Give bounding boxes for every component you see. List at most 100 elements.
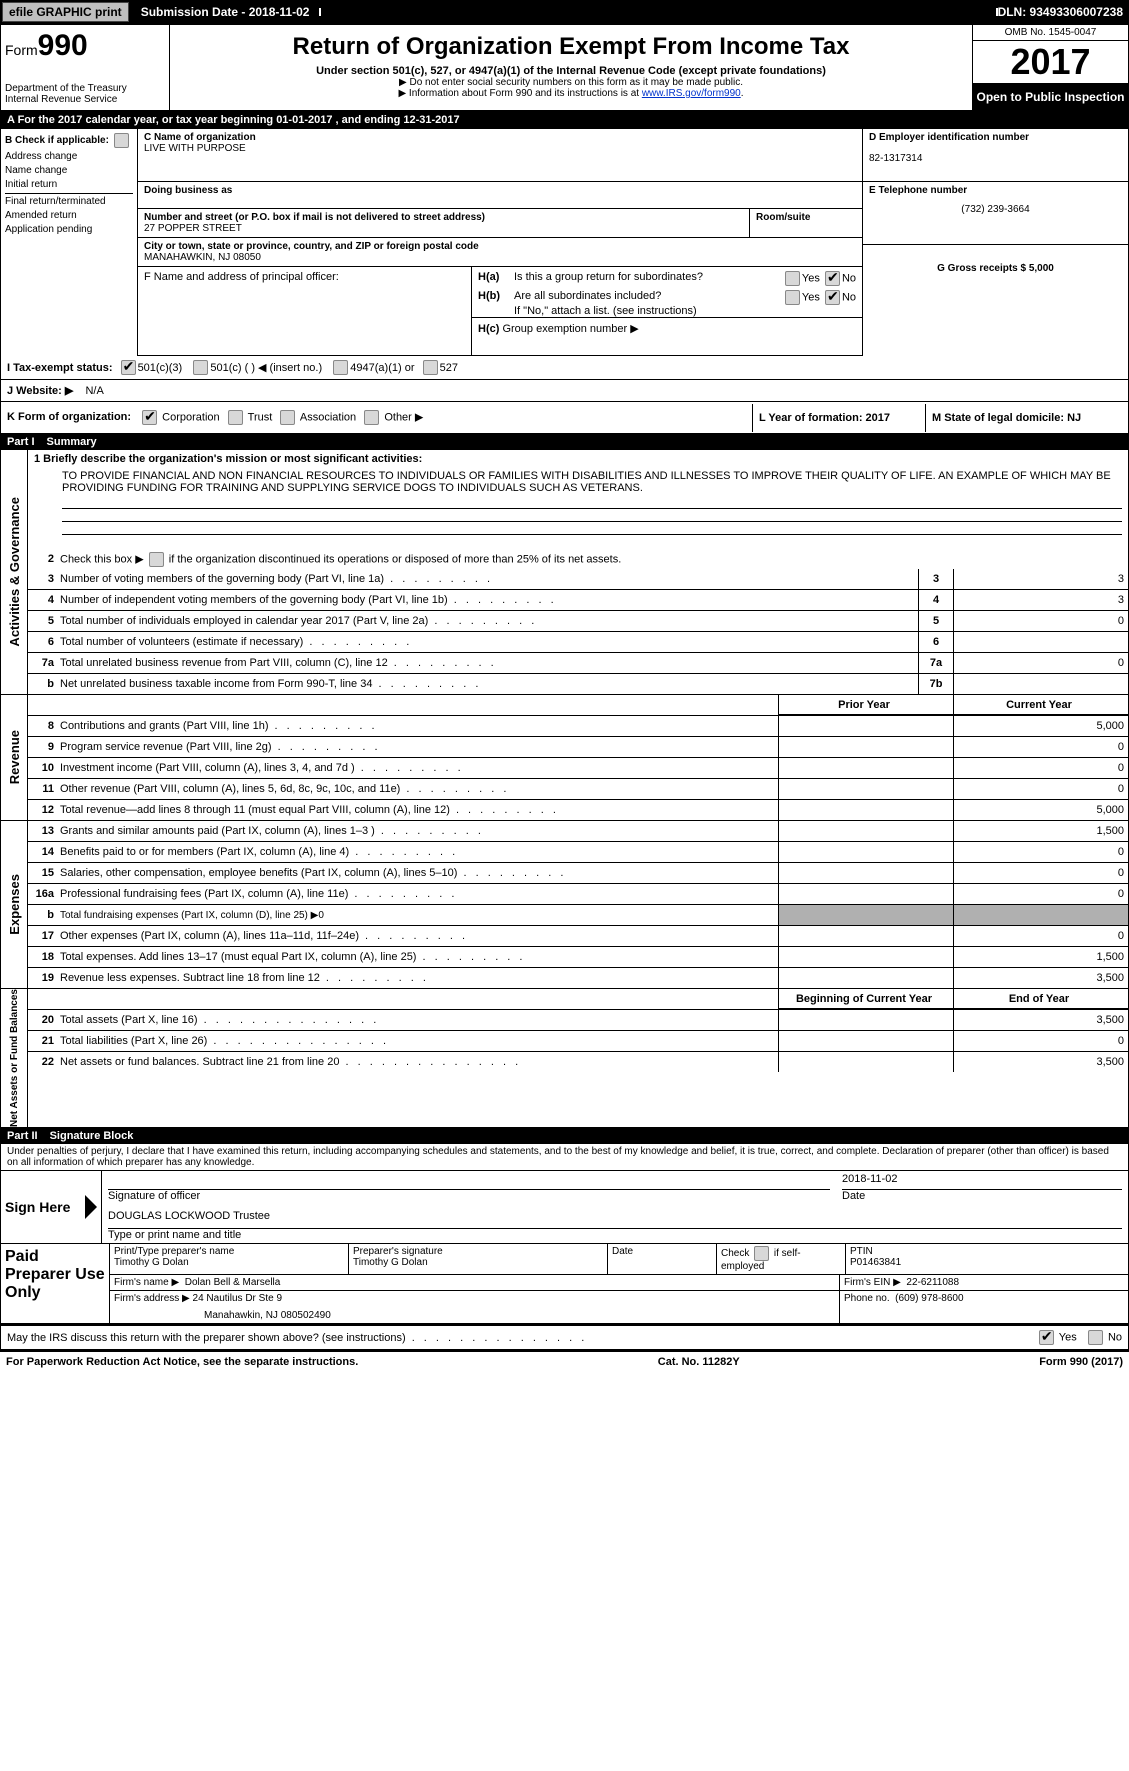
firm-ein-value: 22-6211088 [906,1277,959,1288]
prior-value [778,842,953,862]
line-value: 3 [953,569,1128,589]
firm-name-label: Firm's name ▶ [114,1277,179,1288]
street-row: Number and street (or P.O. box if mail i… [138,209,862,238]
ein-label: D Employer identification number [869,132,1122,143]
501c-checkbox[interactable] [193,360,208,375]
prior-value [778,905,953,925]
end-value: 3,500 [953,1052,1128,1072]
preparer-row-2: Firm's name ▶ Dolan Bell & Marsella Firm… [109,1275,1128,1291]
discontinue-checkbox[interactable] [149,552,164,567]
line-box: 7a [918,653,953,673]
line-desc: Total revenue—add lines 8 through 11 (mu… [60,802,778,818]
current-value: 0 [953,737,1128,757]
checkbox-applicable[interactable] [114,133,129,148]
preparer-grid: Print/Type preparer's name Timothy G Dol… [109,1244,1128,1323]
discuss-yes: Yes [1059,1331,1077,1343]
other-checkbox[interactable] [364,410,379,425]
discuss-no-checkbox[interactable] [1088,1330,1103,1345]
exp-line-14: 14Benefits paid to or for members (Part … [28,841,1128,862]
prior-value [778,737,953,757]
netassets-vlabel-col: Net Assets or Fund Balances [1,989,28,1127]
ha-text: Is this a group return for subordinates? [514,271,783,286]
opt-501c3: 501(c)(3) [138,362,183,374]
tel-label: E Telephone number [869,185,1122,196]
corp-checkbox[interactable] [142,410,157,425]
line-desc: Benefits paid to or for members (Part IX… [60,844,778,860]
prior-value [778,863,953,883]
line-desc: Total fundraising expenses (Part IX, col… [60,908,778,923]
dba-label: Doing business as [144,185,856,196]
ssn-note: ▶ Do not enter social security numbers o… [178,77,964,88]
line-num: 19 [28,972,60,984]
street-cell: Number and street (or P.O. box if mail i… [138,209,749,238]
tel-cell: E Telephone number (732) 239-3664 [863,182,1128,245]
mission-text: TO PROVIDE FINANCIAL AND NON FINANCIAL R… [28,468,1128,496]
4947-checkbox[interactable] [333,360,348,375]
ha-no: No [842,272,856,284]
netassets-section: Net Assets or Fund Balances Beginning of… [1,989,1128,1128]
top-bar: efile GRAPHIC print Submission Date - 20… [0,0,1129,24]
firm-phone-cell: Phone no. (609) 978-8600 [839,1291,1128,1323]
self-employed-checkbox[interactable] [754,1246,769,1261]
assoc-checkbox[interactable] [280,410,295,425]
current-value: 5,000 [953,800,1128,820]
street-value: 27 POPPER STREET [144,223,743,234]
spacer [319,8,997,16]
revenue-content: Prior Year Current Year 8Contributions a… [28,695,1128,820]
line-num: 15 [28,867,60,879]
ha-yes-checkbox[interactable] [785,271,800,286]
gov-line-3: 3 Number of voting members of the governi… [28,569,1128,589]
part-2-title: Signature Block [50,1130,134,1142]
line-desc: Number of voting members of the governin… [60,571,918,587]
ha-no-checkbox[interactable] [825,271,840,286]
line-num: 20 [28,1014,60,1026]
col-b-checkboxes: B Check if applicable: Address change Na… [1,129,138,356]
irs-link[interactable]: www.IRS.gov/form990 [642,88,741,99]
title-box: Return of Organization Exempt From Incom… [170,25,972,110]
rev-line-11: 11Other revenue (Part VIII, column (A), … [28,778,1128,799]
hb-text: Are all subordinates included? [514,290,783,305]
expenses-section: Expenses 13Grants and similar amounts pa… [1,821,1128,989]
trust-checkbox[interactable] [228,410,243,425]
hb-no-checkbox[interactable] [825,290,840,305]
mission-line-2 [62,511,1122,522]
phone-value: (609) 978-8600 [895,1293,963,1304]
line-box: 7b [918,674,953,694]
row-k: K Form of organization: Corporation Trus… [1,402,752,433]
city-value: MANAHAWKIN, NJ 08050 [144,252,856,263]
line-num: 16a [28,888,60,900]
line-num: 17 [28,930,60,942]
prep-sig-value: Timothy G Dolan [353,1257,603,1268]
tax-year: 2017 [973,41,1128,84]
hb-yes-checkbox[interactable] [785,290,800,305]
501c3-checkbox[interactable] [121,360,136,375]
opt-527: 527 [440,362,458,374]
line-desc: Professional fundraising fees (Part IX, … [60,886,778,902]
end-year-header: End of Year [953,989,1128,1009]
revenue-section: Revenue Prior Year Current Year 8Contrib… [1,695,1128,821]
line-num: 21 [28,1035,60,1047]
discuss-yes-checkbox[interactable] [1039,1330,1054,1345]
prep-ptin-cell: PTIN P01463841 [845,1244,1128,1274]
line-value: 0 [953,611,1128,631]
org-name-label: C Name of organization [144,132,856,143]
prior-value [778,779,953,799]
line-2-text: Check this box ▶ [60,553,147,565]
sign-arrow-icon [85,1195,97,1219]
line-value: 3 [953,590,1128,610]
ha-yes: Yes [802,272,820,284]
prep-sig-label: Preparer's signature [353,1246,603,1257]
footer-form-num: 990 [1070,1356,1088,1368]
chk-amended: Amended return [5,210,133,221]
m-label: M State of legal domicile: NJ [932,412,1081,424]
line-num: 13 [28,825,60,837]
gov-line-7a: 7aTotal unrelated business revenue from … [28,652,1128,673]
efile-button[interactable]: efile GRAPHIC print [2,2,129,22]
netassets-header-row: Beginning of Current Year End of Year [28,989,1128,1009]
part-1-num: Part I [7,436,35,448]
info-note: ▶ Information about Form 990 and its ins… [178,88,964,99]
form-container: Form990 Department of the Treasury Inter… [0,24,1129,1352]
ptin-label: PTIN [850,1246,1124,1257]
527-checkbox[interactable] [423,360,438,375]
preparer-title: Paid Preparer Use Only [1,1244,109,1323]
